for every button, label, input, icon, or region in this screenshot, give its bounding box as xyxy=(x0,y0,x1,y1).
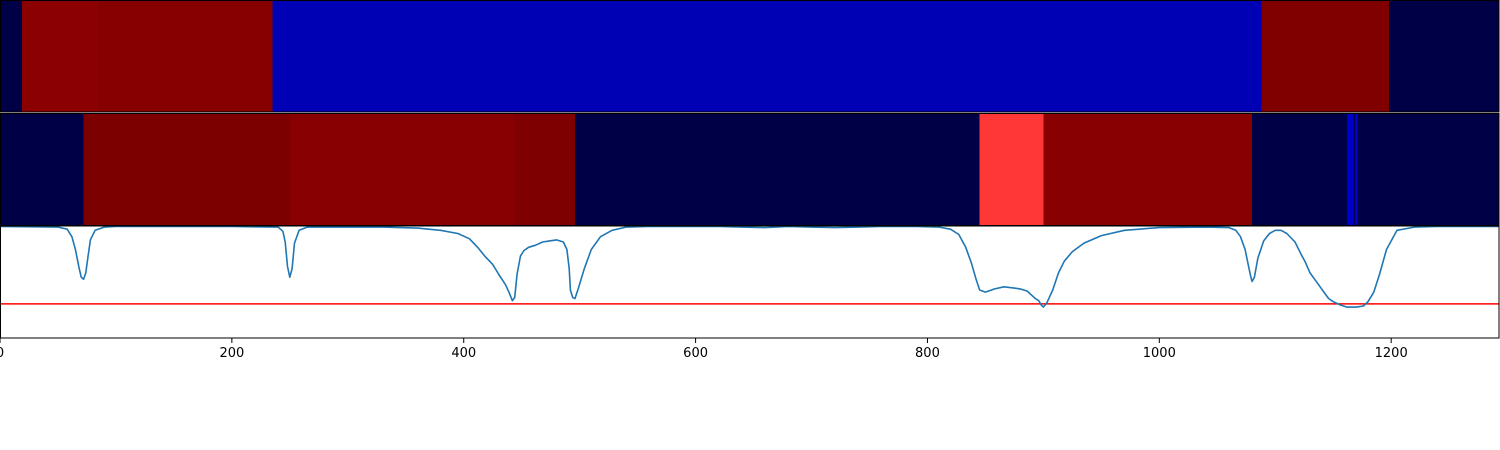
line-plot-panel xyxy=(0,225,1499,308)
heatmap-cell xyxy=(1347,114,1354,226)
series-line xyxy=(0,225,1499,308)
x-tick-label: 800 xyxy=(915,346,940,361)
x-tick-label: 400 xyxy=(451,346,476,361)
heatmap-cell xyxy=(98,1,273,112)
heatmap-cell xyxy=(1352,114,1356,226)
x-tick-label: 1200 xyxy=(1375,346,1408,361)
heatmap-cell xyxy=(575,114,981,226)
panel-frames xyxy=(0,0,1500,339)
heatmap-cell xyxy=(1252,114,1348,226)
panel-frame xyxy=(0,0,1500,113)
x-tick-label: 200 xyxy=(219,346,244,361)
heatmap-cell xyxy=(1388,1,1500,112)
heatmap-cell xyxy=(0,114,84,226)
x-tick-label: 600 xyxy=(683,346,708,361)
heatmap-cell xyxy=(1355,114,1358,226)
heatmap-cell xyxy=(979,114,1044,226)
heatmap-cell xyxy=(0,1,23,112)
x-axis: 0 200 400 600 800 1000 1200 xyxy=(0,338,1408,361)
heatmap-cell xyxy=(1261,1,1390,112)
heatmap-cell xyxy=(514,114,576,226)
x-tick-label: 1000 xyxy=(1143,346,1176,361)
panel-frame xyxy=(0,225,1500,339)
heatmap-panel-top xyxy=(0,1,1500,112)
x-tick-label: 0 xyxy=(0,346,4,361)
heatmap-cell xyxy=(83,114,291,226)
heatmap-cell xyxy=(272,1,1262,112)
heatmap-cell xyxy=(289,114,516,226)
heatmap-cell xyxy=(1043,114,1253,226)
heatmap-cell xyxy=(22,1,99,112)
heatmap-cell xyxy=(1357,114,1500,226)
heatmap-panel-middle xyxy=(0,114,1500,226)
